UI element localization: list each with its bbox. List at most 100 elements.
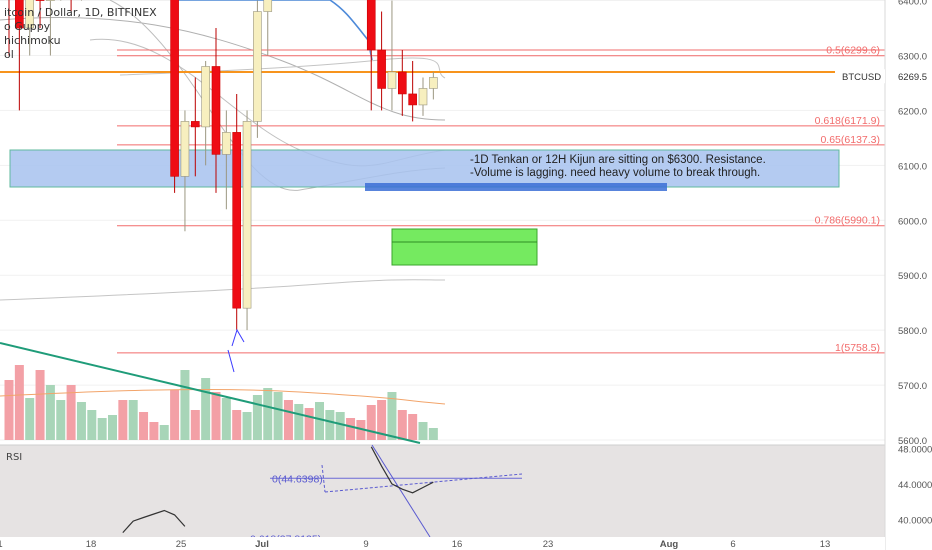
wave-marker xyxy=(231,328,245,347)
price-tick-label: 5900.0 xyxy=(898,271,927,282)
volume-bar xyxy=(87,410,97,440)
time-axis-bg xyxy=(0,537,885,550)
candle-body xyxy=(35,0,45,1)
fib-label: 0.5(6299.6) xyxy=(826,45,880,57)
price-tick-label: 5700.0 xyxy=(898,381,927,392)
time-axis[interactable]: 1 18 25 Jul 9 16 23 Aug 6 13 xyxy=(0,537,885,550)
price-tick-label: 6100.0 xyxy=(898,161,927,172)
legend-volume[interactable]: ol xyxy=(4,48,14,61)
volume-bar xyxy=(128,400,138,440)
current-tag-bg xyxy=(835,69,885,84)
volume-bar xyxy=(346,418,356,440)
time-tick-label: 9 xyxy=(363,539,368,550)
volume-bar xyxy=(211,392,221,440)
price-tick-label: 5600.0 xyxy=(898,436,927,447)
candles xyxy=(8,0,438,331)
rsi-dashed-line xyxy=(324,473,523,493)
candle-body xyxy=(377,49,386,89)
rsi-tick-label: 40.0000 xyxy=(898,515,932,526)
volume-bar xyxy=(294,404,304,440)
fib-label: 1(5758.5) xyxy=(835,342,880,354)
volume-bar xyxy=(190,410,200,440)
volume-bar xyxy=(263,388,273,440)
legend-ichimoku[interactable]: hichimoku xyxy=(4,34,61,47)
rsi-line xyxy=(122,446,434,534)
time-tick-label: 1 xyxy=(0,539,3,550)
volume-bar xyxy=(315,402,324,440)
price-tick-label: 6200.0 xyxy=(898,106,927,117)
resistance-bar xyxy=(365,183,667,191)
volume-bar xyxy=(180,370,190,440)
rsi-label[interactable]: RSI xyxy=(6,452,23,463)
current-price: 6269.5 xyxy=(898,72,927,83)
volume-bar xyxy=(76,402,86,440)
volume-bar xyxy=(377,400,387,440)
volume-bar xyxy=(108,415,117,440)
volume-bar xyxy=(304,408,314,440)
rsi-trend-line xyxy=(371,444,431,538)
volume-bar xyxy=(97,418,107,440)
candle-body xyxy=(15,0,24,29)
candle-body xyxy=(408,93,417,106)
volume-bars xyxy=(0,365,446,440)
candle-body xyxy=(25,0,35,29)
volume-bar xyxy=(118,400,128,440)
rsi-background xyxy=(0,445,885,537)
time-tick-label: Aug xyxy=(660,539,679,550)
legend-title[interactable]: itcoin / Dollar, 1D, BITFINEX xyxy=(4,6,157,19)
rsi-fib-label: 0(44.6398) xyxy=(272,473,323,485)
fib-label: 0.786(5990.1) xyxy=(815,215,880,227)
time-tick-label: 18 xyxy=(86,539,97,550)
candle-body xyxy=(397,71,407,95)
drawn-overlays xyxy=(0,328,421,444)
rsi-tick-label: 48.0000 xyxy=(898,445,932,456)
fib-label: 0.618(6171.9) xyxy=(815,115,880,127)
volume-bar xyxy=(242,412,252,440)
volume-bar xyxy=(56,400,66,440)
rsi-tick-label: 44.0000 xyxy=(898,480,932,491)
volume-bar xyxy=(149,422,159,440)
candle-body xyxy=(211,66,221,155)
support-zone xyxy=(391,228,538,266)
candle-body xyxy=(366,0,376,51)
price-axis[interactable]: 5600.0 5700.0 5800.0 5900.0 6000.0 6100.0 6200… xyxy=(835,0,932,550)
volume-bar xyxy=(325,410,335,440)
note-line-2: -Volume is lagging. need heavy volume to… xyxy=(470,167,761,179)
time-tick-label: 13 xyxy=(820,539,831,550)
volume-bar xyxy=(335,412,345,440)
candle-body xyxy=(418,88,428,106)
volume-bar xyxy=(25,398,35,440)
annotation-note: -1D Tenkan or 12H Kijun are sitting on $… xyxy=(470,154,766,180)
current-tag: BTCUSD xyxy=(842,72,881,83)
guppy-line xyxy=(0,16,446,121)
time-tick-label: 6 xyxy=(730,539,735,550)
time-tick-label: 23 xyxy=(543,539,554,550)
note-line-1: -1D Tenkan or 12H Kijun are sitting on $… xyxy=(470,154,766,166)
volume-bar xyxy=(273,392,283,440)
rsi-dashed-line xyxy=(321,464,326,493)
volume-bar xyxy=(170,390,180,440)
volume-bar xyxy=(408,414,418,440)
candle-body xyxy=(191,121,200,128)
candle-body xyxy=(222,132,231,155)
candle-body xyxy=(170,0,179,177)
volume-bar xyxy=(428,428,438,440)
volume-bar xyxy=(232,410,242,440)
candle-body xyxy=(201,66,210,128)
volume-bar xyxy=(252,395,262,440)
time-tick-label: 16 xyxy=(452,539,463,550)
volume-ma-line xyxy=(0,388,446,405)
trend-line xyxy=(0,342,421,444)
legend-guppy[interactable]: o Guppy xyxy=(4,20,51,33)
candle-body xyxy=(429,77,438,89)
candle-body xyxy=(242,121,252,309)
volume-bar xyxy=(35,370,45,440)
zones xyxy=(0,70,885,266)
volume-bar xyxy=(159,425,169,440)
candle-body xyxy=(46,0,55,1)
volume-bar xyxy=(387,392,397,440)
volume-bar xyxy=(418,422,428,440)
time-tick-label: 25 xyxy=(176,539,187,550)
price-tick-label: 6400.0 xyxy=(898,0,927,8)
